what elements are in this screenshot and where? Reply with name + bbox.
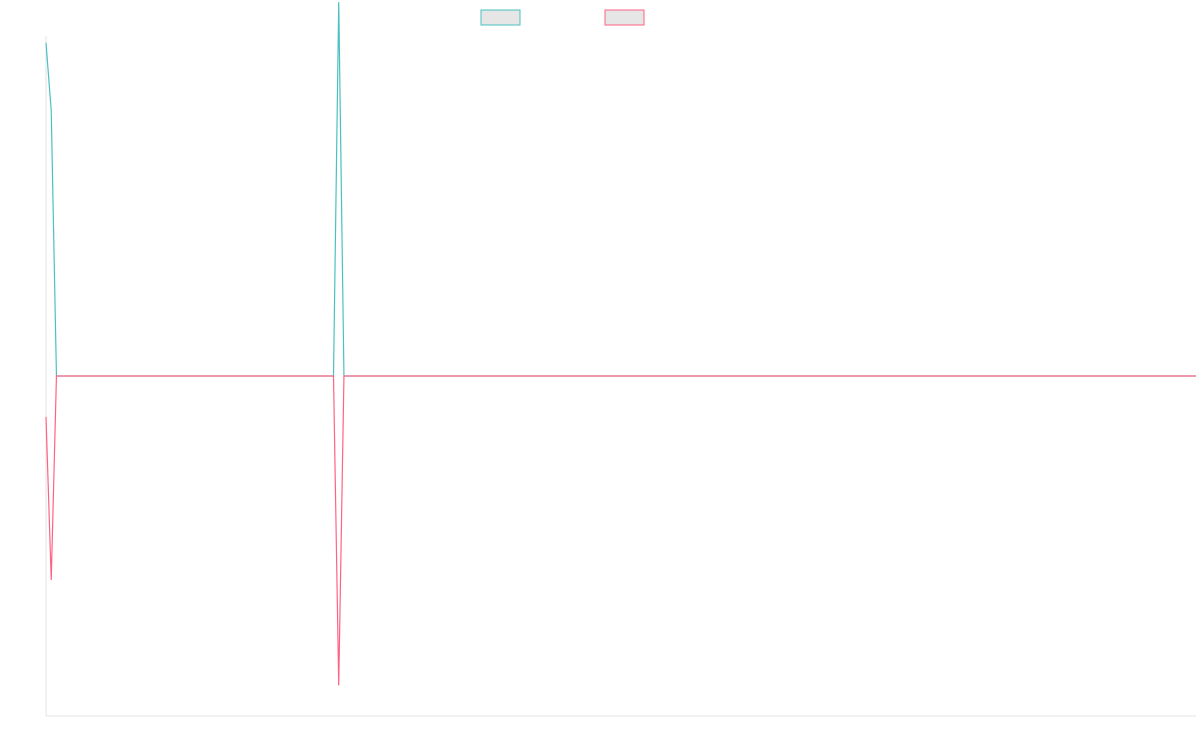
legend-swatch-1[interactable] bbox=[480, 9, 521, 26]
axes bbox=[45, 36, 1196, 717]
legend bbox=[480, 9, 645, 26]
series-layer bbox=[45, 1, 1196, 686]
series-line-1 bbox=[45, 1, 1196, 377]
legend-swatch-2[interactable] bbox=[604, 9, 645, 26]
series-line-2 bbox=[45, 375, 1196, 686]
